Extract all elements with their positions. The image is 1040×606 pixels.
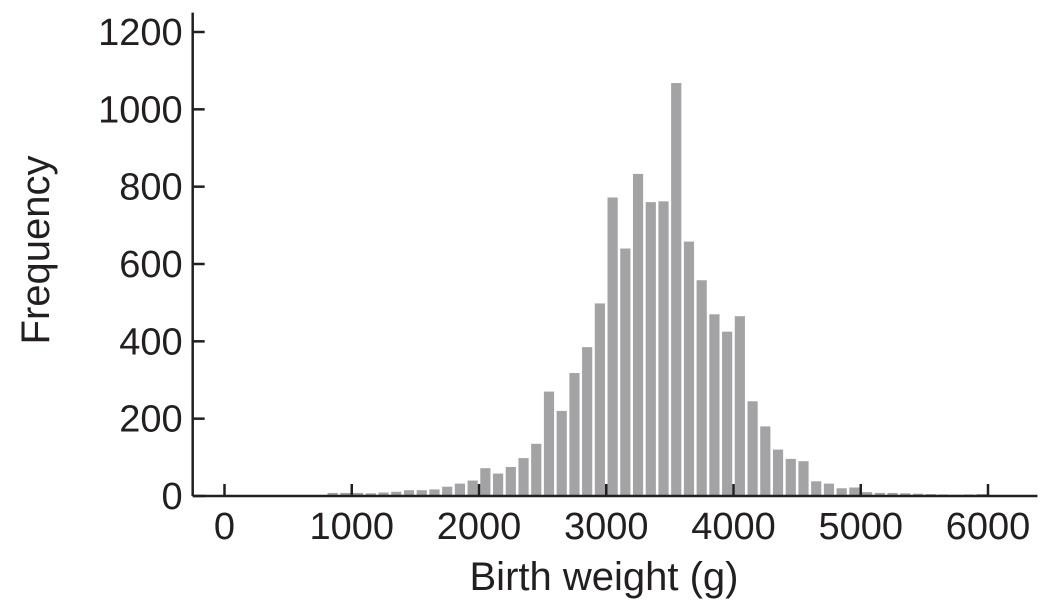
histogram-bar	[811, 481, 822, 496]
histogram-bar	[823, 483, 835, 496]
histogram-bar	[454, 483, 465, 496]
histogram-bar	[645, 202, 656, 496]
histogram-bar	[518, 458, 529, 496]
histogram-bar	[365, 493, 376, 496]
histogram-bar	[862, 492, 873, 496]
x-axis-title: Birth weight (g)	[470, 555, 739, 599]
histogram-bar	[480, 468, 491, 496]
histogram-bar	[671, 83, 682, 496]
histogram-bar	[353, 492, 364, 496]
histogram-bar	[531, 443, 542, 496]
x-axis-ticks: 0 1000 2000 3000 4000 5000 6000	[214, 484, 1030, 548]
histogram-bar	[760, 426, 771, 496]
y-tick-label: 1000	[98, 89, 183, 131]
x-tick-label: 0	[214, 506, 235, 548]
histogram-bar	[683, 241, 695, 496]
x-tick-label: 6000	[946, 506, 1031, 548]
histogram-bar	[747, 401, 758, 496]
histogram-bar	[429, 489, 440, 496]
histogram-bar	[734, 316, 745, 496]
histogram-bar	[785, 458, 796, 496]
x-tick-label: 1000	[309, 506, 394, 548]
histogram-bar	[493, 473, 504, 496]
histogram-bar	[442, 486, 453, 496]
y-tick-label: 0	[162, 476, 183, 518]
x-tick-label: 5000	[818, 506, 903, 548]
histogram-bar	[403, 490, 415, 496]
histogram-bar	[569, 373, 580, 496]
histogram-bar	[543, 391, 555, 496]
histogram-bar	[849, 487, 860, 496]
histogram-bar	[798, 461, 809, 496]
x-tick-label: 2000	[437, 506, 522, 548]
histogram-bar	[632, 173, 644, 496]
histogram-bar	[900, 493, 911, 496]
histogram-bar	[391, 491, 402, 496]
x-tick-label: 3000	[564, 506, 649, 548]
y-tick-label: 1200	[98, 12, 183, 54]
histogram-bar	[327, 492, 338, 496]
histogram-bar	[836, 488, 847, 496]
histogram-bar	[594, 303, 605, 496]
histogram-bar	[467, 480, 478, 496]
histogram-bars	[327, 83, 987, 497]
histogram-bar	[505, 467, 516, 496]
histogram-bar	[722, 331, 733, 496]
x-tick-label: 4000	[691, 506, 776, 548]
histogram-bar	[340, 492, 351, 496]
histogram-bar	[709, 314, 720, 496]
histogram-bar	[887, 492, 898, 496]
y-axis-ticks: 0 200 400 600 800 1000 1200	[98, 12, 205, 518]
histogram-bar	[772, 449, 784, 496]
histogram-bar	[696, 280, 707, 496]
y-axis-title: Frequency	[14, 156, 58, 345]
histogram-bar	[874, 492, 885, 496]
histogram-bar	[416, 490, 427, 496]
y-tick-label: 800	[119, 167, 182, 209]
histogram-bar	[620, 248, 631, 496]
y-tick-label: 600	[119, 244, 182, 286]
histogram-bar	[658, 201, 669, 497]
y-tick-label: 200	[119, 399, 182, 441]
histogram-bar	[607, 197, 618, 497]
histogram-bar	[378, 492, 389, 496]
histogram-bar	[556, 410, 567, 496]
histogram-bar	[582, 347, 593, 496]
y-tick-label: 400	[119, 321, 182, 363]
